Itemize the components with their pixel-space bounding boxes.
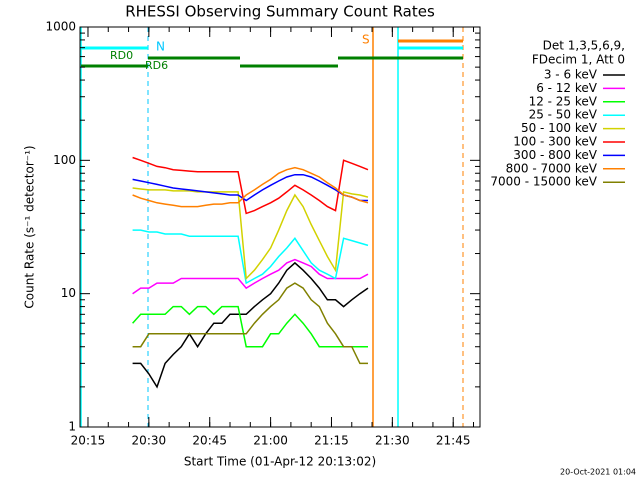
x-tick-label: 21:15	[314, 434, 349, 448]
series-line	[132, 156, 369, 215]
legend-label: 800 - 7000 keV	[506, 161, 598, 175]
chart-title: RHESSI Observing Summary Count Rates	[125, 3, 435, 21]
x-tick-label: 20:30	[132, 434, 167, 448]
y-tick-label: 10	[61, 286, 76, 300]
series-line	[132, 261, 369, 389]
footer: 20-Oct-2021 01:04	[560, 468, 636, 477]
y-tick-label: 100	[53, 153, 76, 167]
annotation: N	[156, 40, 165, 54]
legend-label: 300 - 800 keV	[513, 148, 597, 162]
series-line	[132, 166, 369, 208]
series-line	[132, 229, 369, 285]
x-tick-label: 21:30	[375, 434, 410, 448]
series-line	[132, 187, 369, 281]
legend-label: 100 - 300 keV	[513, 135, 597, 149]
legend-label: 7000 - 15000 keV	[490, 175, 597, 189]
legend-label: 25 - 50 keV	[529, 108, 598, 122]
y-tick-label: 1000	[45, 20, 76, 34]
y-axis-title: Count Rate (s⁻¹ detector⁻¹)	[23, 145, 37, 308]
series-line	[132, 305, 368, 348]
x-tick-label: 21:00	[253, 434, 288, 448]
x-tick-label: 21:45	[436, 434, 471, 448]
legend-label: 12 - 25 keV	[529, 94, 598, 108]
plot-frame	[79, 26, 481, 428]
annotation: RD0	[110, 49, 133, 62]
state-annotations: N S RD0 RD6	[80, 27, 464, 427]
annotation: RD6	[145, 59, 168, 72]
legend-label: 3 - 6 keV	[544, 68, 598, 82]
legend-header: FDecim 1, Att 0	[532, 53, 625, 67]
series-line	[132, 173, 368, 202]
y-tick-label: 1	[68, 420, 76, 434]
legend-label: 50 - 100 keV	[521, 121, 598, 135]
series-line	[132, 282, 368, 365]
x-tick-label: 20:15	[71, 434, 106, 448]
annotation: S	[362, 33, 370, 47]
series-line	[132, 258, 369, 295]
x-axis-title: Start Time (01-Apr-12 20:13:02)	[184, 455, 376, 469]
legend-header: Det 1,3,5,6,9,	[543, 39, 625, 53]
x-tick-label: 20:45	[192, 434, 227, 448]
legend-label: 6 - 12 keV	[536, 81, 598, 95]
